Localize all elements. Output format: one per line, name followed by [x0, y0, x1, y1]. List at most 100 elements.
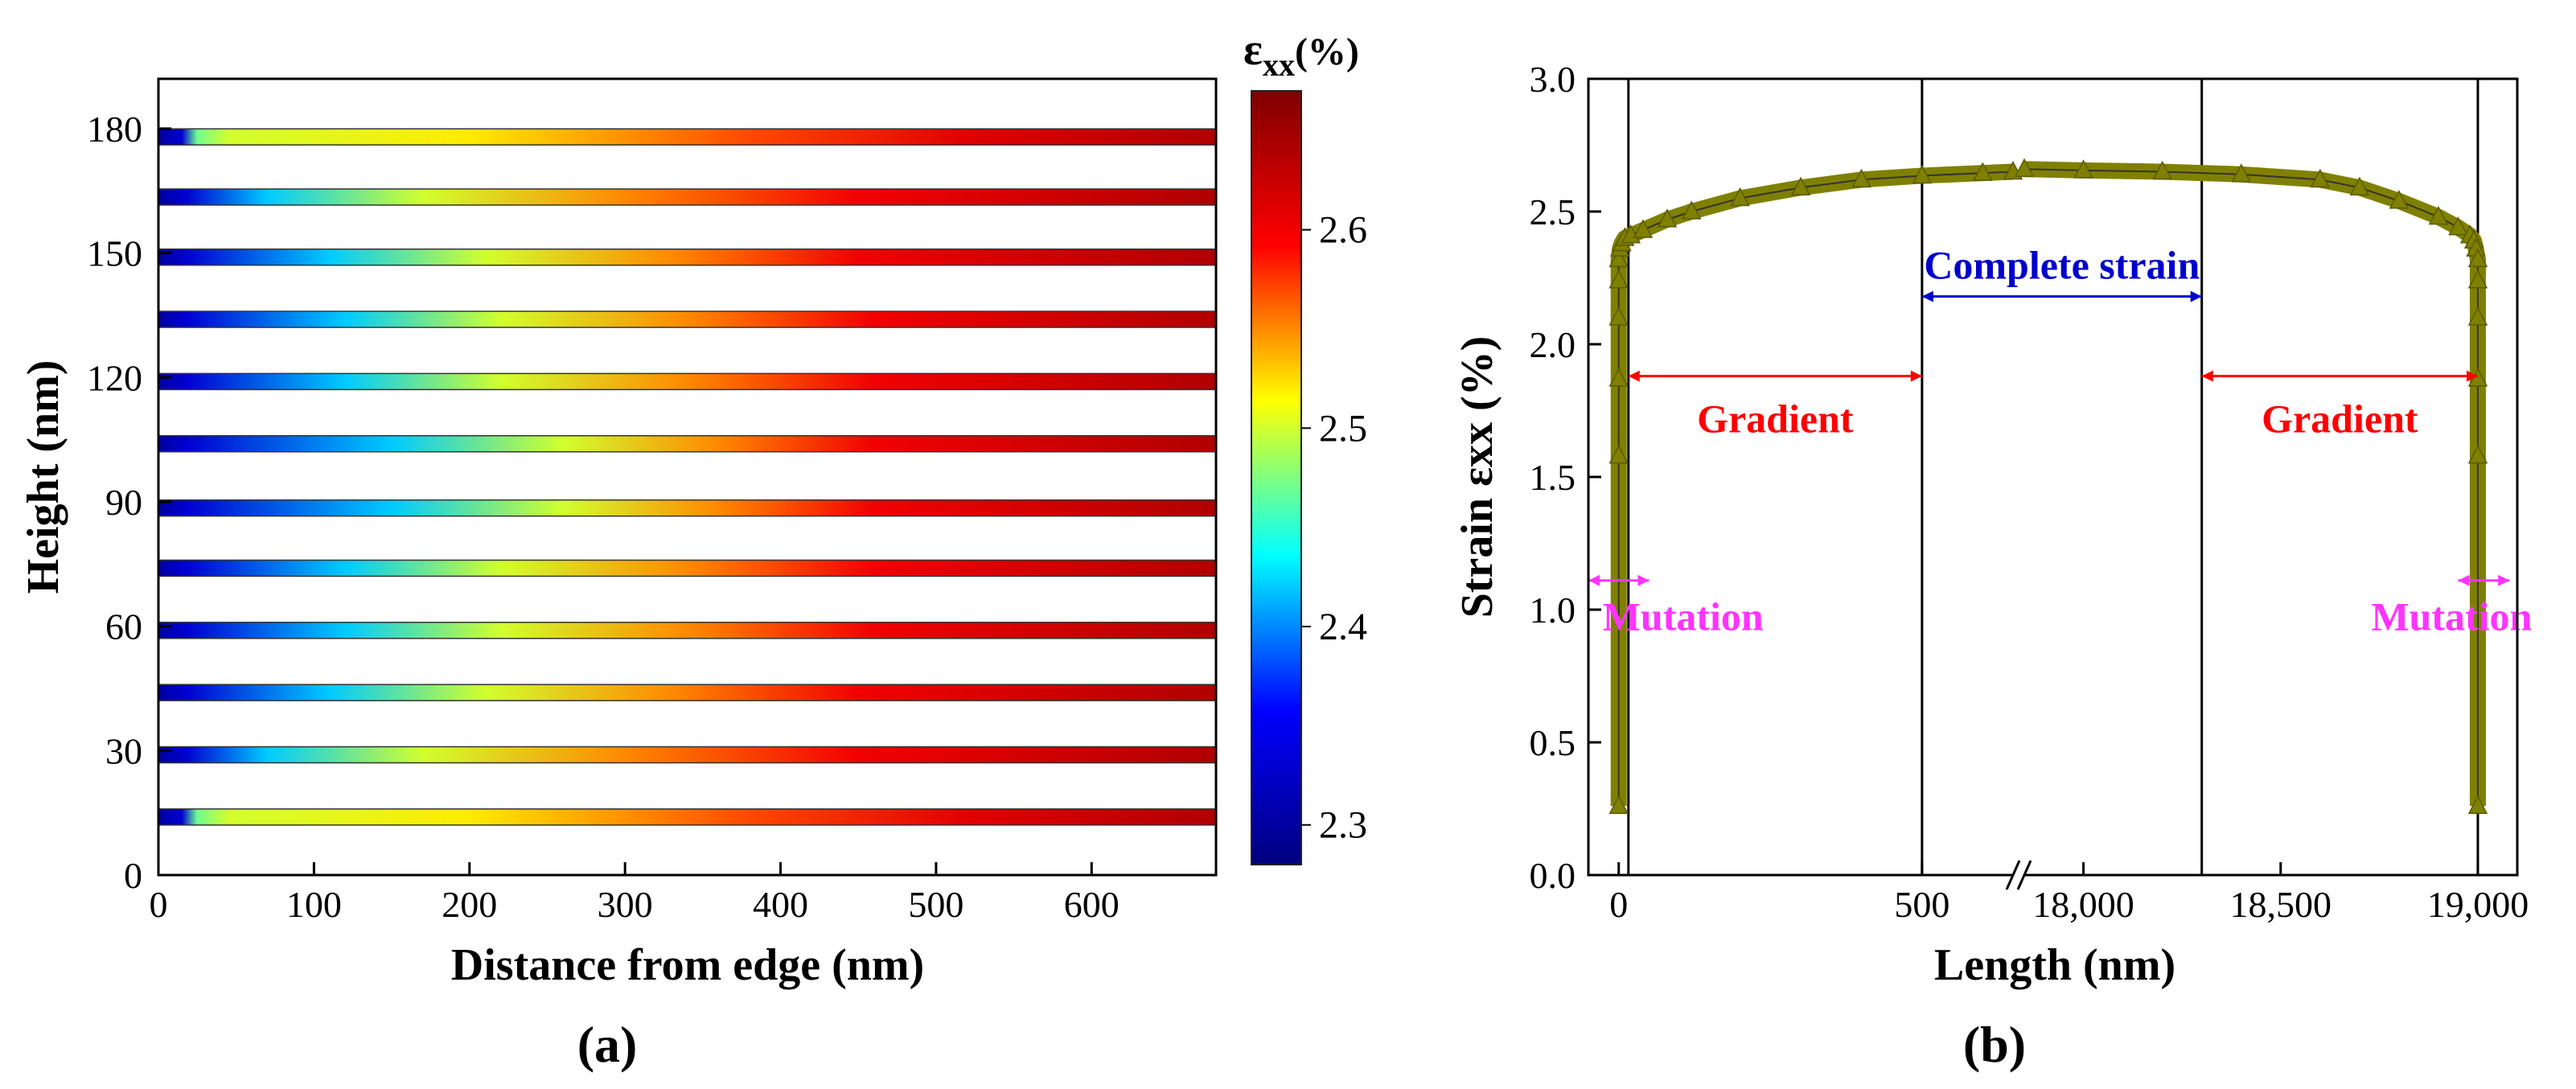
annotation-arrowhead — [2498, 574, 2510, 586]
colorbar-title: εxx(%) — [1243, 25, 1359, 83]
data-point — [1633, 219, 1654, 238]
x-tick-label: 0 — [1609, 884, 1628, 925]
data-point — [1608, 444, 1629, 464]
data-point — [1608, 248, 1629, 268]
data-point — [2152, 160, 2172, 180]
x-tick-label: 600 — [1064, 884, 1120, 925]
data-point — [2467, 306, 2488, 326]
data-point — [1608, 269, 1629, 289]
panel-a: 0 100 200 300 400 500 600 0 30 60 90 120 150 180 Dis… — [18, 25, 1367, 1073]
x-tick-label: 500 — [908, 884, 963, 925]
panel-b-y-axis-label: Strain εxx (%) — [1452, 336, 1502, 618]
data-point — [2467, 795, 2488, 814]
colorbar-tick-label: 2.6 — [1319, 209, 1367, 252]
annotation-label: Complete strain — [1924, 243, 2200, 288]
colorbar-tick-label: 2.5 — [1319, 407, 1367, 450]
x-tick-label: 18,500 — [2230, 884, 2332, 925]
data-point — [2467, 444, 2488, 464]
y-tick-label: 2.5 — [1530, 191, 1576, 232]
strain-layer — [158, 248, 1217, 266]
annotation-label: Gradient — [2262, 397, 2418, 442]
panel-b-label: (b) — [1963, 1016, 2026, 1073]
y-tick-label: 1.5 — [1530, 457, 1576, 498]
annotation-arrowhead — [1637, 574, 1650, 586]
colorbar-gradient — [1251, 90, 1302, 865]
annotation-arrowhead — [2458, 574, 2470, 586]
annotation-arrowhead — [2190, 290, 2202, 302]
y-tick-label: 2.0 — [1530, 324, 1576, 365]
strain-layers — [158, 128, 1217, 826]
data-point — [2014, 158, 2035, 177]
colorbar-tick-label: 2.4 — [1319, 606, 1367, 648]
data-point — [2231, 163, 2251, 183]
strain-layer — [158, 188, 1217, 206]
strain-layer — [158, 310, 1217, 328]
y-tick-label: 0.5 — [1530, 722, 1576, 763]
y-tick-label: 120 — [87, 357, 142, 398]
data-point — [2389, 190, 2410, 209]
strain-layer — [158, 746, 1217, 764]
axis-break-mark — [2016, 860, 2032, 890]
data-point — [2073, 159, 2093, 179]
x-tick-label: 200 — [442, 884, 497, 925]
y-tick-label: 0.0 — [1530, 855, 1576, 896]
data-point — [1851, 168, 1871, 188]
data-point — [2310, 168, 2331, 188]
data-point — [2428, 205, 2449, 225]
annotation-label: Gradient — [1697, 397, 1854, 442]
x-tick-label: 18,000 — [2032, 884, 2134, 925]
annotation-arrowhead — [1588, 574, 1600, 586]
x-tick-label: 400 — [753, 884, 808, 925]
y-tick-label: 0 — [124, 855, 142, 896]
annotation-arrowhead — [2201, 370, 2213, 382]
colorbar-ticks: 2.3 2.4 2.5 2.6 — [1301, 209, 1367, 847]
panel-a-x-axis-label: Distance from edge (nm) — [451, 940, 924, 990]
data-point — [1790, 176, 1811, 196]
data-point — [2467, 248, 2488, 268]
strain-layer — [158, 559, 1217, 577]
colorbar-title-unit: (%) — [1295, 31, 1359, 73]
strain-layer — [158, 808, 1217, 826]
panel-b-x-axis: 0 500 18,000 18,500 19,000 — [1609, 862, 2529, 925]
colorbar-title-subscript: xx — [1263, 47, 1295, 83]
strain-layer — [158, 435, 1217, 453]
x-tick-label: 300 — [598, 884, 653, 925]
panel-b: Complete strain Gradient Gradient Mutation M… — [1452, 59, 2533, 1073]
data-point — [1608, 368, 1629, 387]
annotation-label: Mutation — [1603, 594, 1764, 639]
strain-layer — [158, 128, 1217, 146]
panel-a-y-axis: 0 30 60 90 120 150 180 — [87, 109, 171, 896]
y-tick-label: 180 — [87, 109, 142, 150]
y-tick-label: 1.0 — [1530, 590, 1576, 631]
panel-a-plot-frame — [157, 77, 1218, 877]
strain-series — [1608, 158, 2488, 814]
y-tick-label: 150 — [87, 233, 142, 274]
panel-a-x-axis: 0 100 200 300 400 500 600 — [150, 862, 1120, 925]
data-point — [1730, 187, 1750, 207]
data-point — [1912, 164, 1933, 184]
strain-layer — [158, 622, 1217, 639]
strain-layer — [158, 499, 1217, 517]
panel-b-x-axis-label: Length (nm) — [1934, 940, 2175, 990]
panel-b-y-axis: 0.0 0.5 1.0 1.5 2.0 2.5 3.0 — [1530, 59, 1601, 896]
y-tick-label: 30 — [105, 730, 142, 771]
data-point — [1973, 162, 1993, 181]
data-point — [1608, 306, 1629, 326]
x-tick-label: 100 — [286, 884, 342, 925]
strain-layer — [158, 372, 1217, 391]
axis-break — [2005, 860, 2032, 890]
annotation-arrowhead — [1628, 370, 1640, 382]
x-tick-label: 0 — [150, 884, 168, 925]
data-point — [2349, 176, 2370, 196]
y-tick-label: 3.0 — [1530, 59, 1576, 100]
data-point — [1657, 208, 1678, 228]
y-tick-label: 90 — [105, 482, 142, 523]
annotation-arrowhead — [2466, 370, 2478, 382]
data-point — [1608, 795, 1629, 814]
colorbar: 2.3 2.4 2.5 2.6 εxx(%) — [1243, 25, 1367, 865]
strain-layer — [158, 684, 1217, 701]
x-tick-label: 500 — [1894, 884, 1949, 925]
data-point — [2448, 216, 2468, 236]
data-point — [2467, 269, 2488, 289]
